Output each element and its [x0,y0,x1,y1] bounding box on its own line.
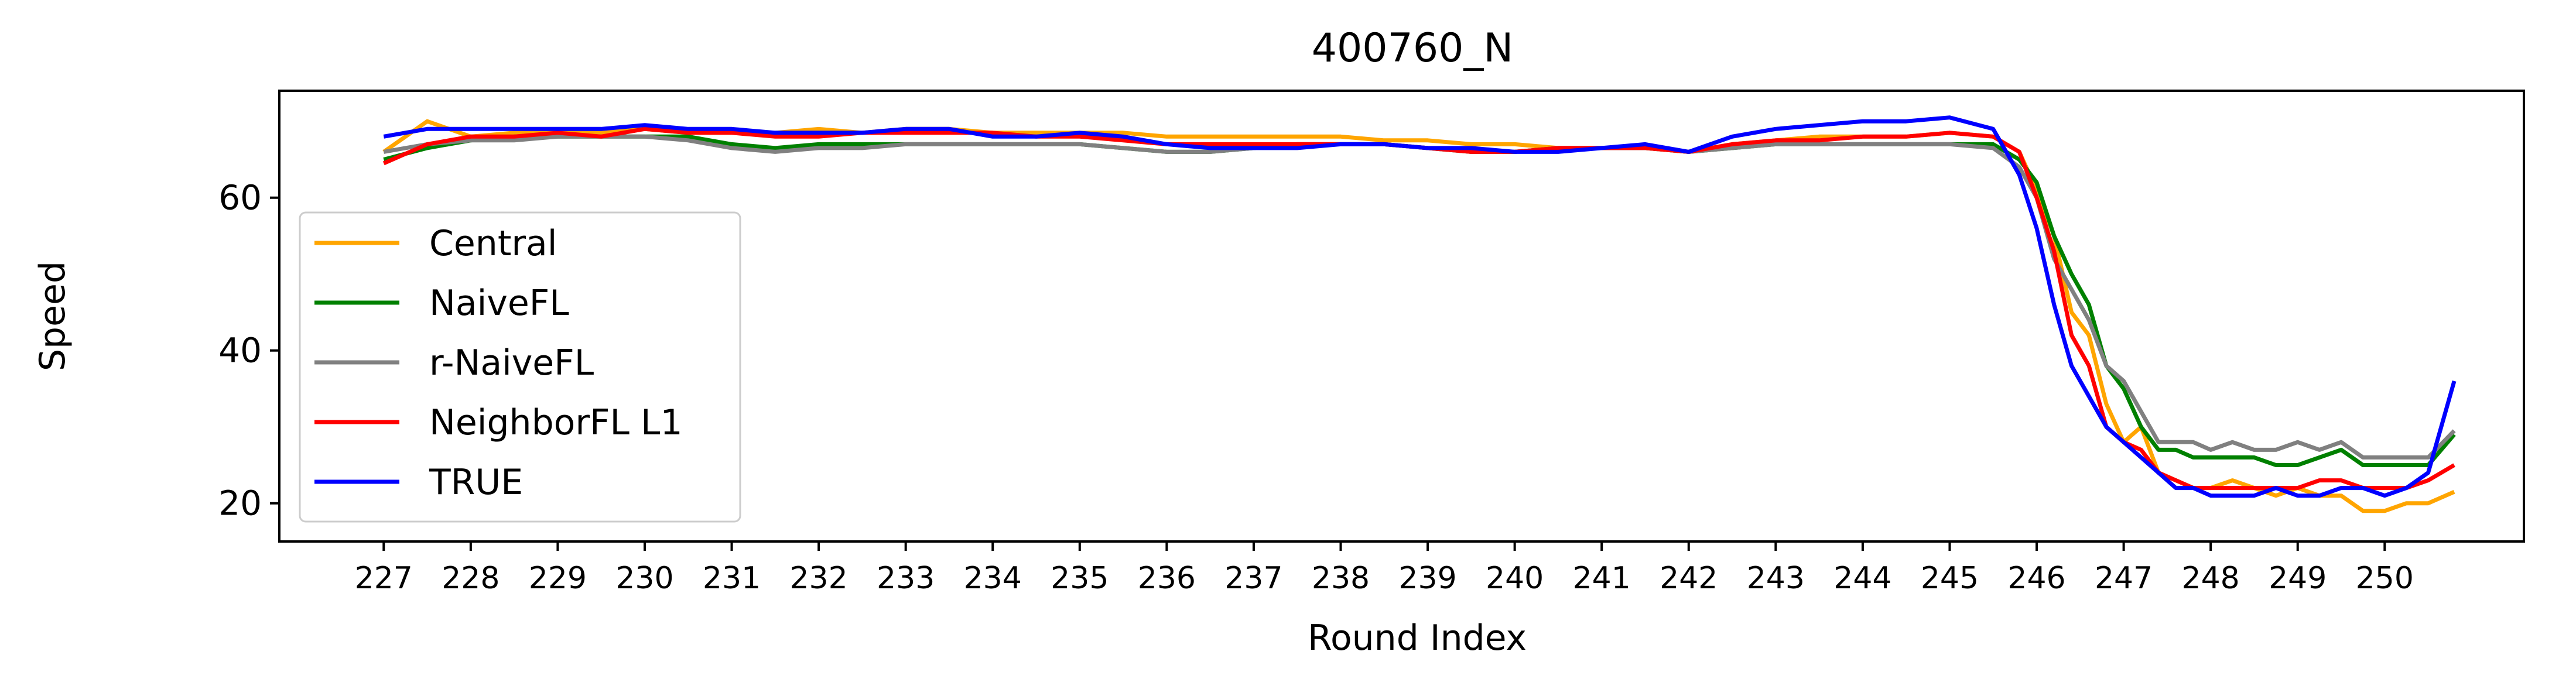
legend: Central NaiveFL r-NaiveFL NeighborFL L1 TRUE [299,211,741,523]
x-tick-label: 246 [2007,561,2065,596]
legend-label: NaiveFL [429,283,569,324]
x-tick-label: 233 [877,561,935,596]
legend-box [299,211,741,523]
x-tick-label: 231 [703,561,761,596]
legend-label: r-NaiveFL [429,342,594,383]
x-tick-label: 227 [355,561,413,596]
y-tick-label: 60 [218,178,262,218]
x-tick-label: 247 [2095,561,2153,596]
series-line-4 [383,115,2457,498]
y-axis-ticks: 20 40 60 [218,178,279,523]
x-tick-label: 234 [964,561,1022,596]
legend-label: TRUE [429,462,523,503]
x-tick-label: 240 [1486,561,1544,596]
x-tick-label: 248 [2182,561,2240,596]
x-tick-label: 238 [1312,561,1370,596]
x-axis-ticks: 227 228 229 230 231 232 233 234 235 236 237 238 239 2… [355,541,2414,596]
y-axis-label: Speed [32,261,73,371]
x-tick-label: 228 [442,561,500,596]
plot-lines [382,115,2457,513]
x-tick-label: 239 [1398,561,1456,596]
y-tick-label: 20 [218,484,262,523]
x-tick-label: 232 [789,561,847,596]
x-tick-label: 243 [1747,561,1805,596]
plot-frame [278,90,2525,543]
x-tick-label: 249 [2269,561,2327,596]
x-tick-label: 229 [529,561,587,596]
legend-label: Central [429,223,557,264]
x-tick-label: 242 [1660,561,1718,596]
x-tick-label: 237 [1224,561,1282,596]
legend-label: NeighborFL L1 [429,402,683,443]
x-tick-label: 245 [1921,561,1979,596]
x-tick-label: 250 [2356,561,2414,596]
x-tick-label: 235 [1051,561,1109,596]
x-tick-label: 236 [1138,561,1196,596]
chart-title: 400760_N [1312,25,1513,71]
x-tick-label: 230 [615,561,673,596]
x-axis-label: Round Index [1308,618,1527,659]
x-tick-label: 241 [1573,561,1631,596]
y-tick-label: 40 [218,331,262,371]
x-tick-label: 244 [1833,561,1891,596]
